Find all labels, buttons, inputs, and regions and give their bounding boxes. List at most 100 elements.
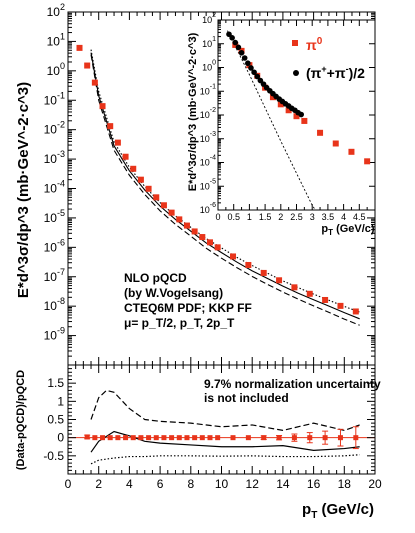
inset-y-tick-label: 101: [202, 36, 216, 49]
inset-pi0-point: [301, 117, 308, 124]
main-y-tick-label-exponent: -8: [57, 296, 65, 306]
inset-x-tick-label: 1: [247, 212, 252, 222]
ratio-data-point: [261, 435, 267, 441]
ratio-data-point: [230, 435, 236, 441]
main-data-point: [352, 308, 359, 315]
main-data-point: [153, 194, 160, 201]
inset-x-tick-label: 0.5: [227, 212, 240, 222]
x-tick-label: 18: [338, 477, 352, 491]
main-curve-dotted: [90, 49, 360, 313]
inset-y-tick-label: 10-1: [200, 83, 216, 96]
x-tick-label: 2: [95, 477, 102, 491]
inset-x-tick-label: 3.5: [322, 212, 335, 222]
ratio-y-axis-label: (Data-pQCD)/pQCD: [15, 370, 27, 470]
main-data-point: [145, 185, 152, 192]
main-data-point: [122, 153, 129, 160]
inset-pi0-point: [364, 158, 371, 165]
ratio-data-point: [153, 435, 159, 441]
inset-pipm-point: [251, 69, 257, 76]
main-y-tick-label: 101: [47, 31, 65, 48]
inset-pipm-point: [254, 73, 261, 80]
main-y-tick-label-exponent: -2: [57, 120, 65, 130]
x-axis-label: pT (GeV/c): [302, 501, 374, 521]
main-data-point: [168, 209, 175, 216]
main-y-tick-label: 102: [47, 2, 65, 19]
inset-x-axis-label: pT (GeV/c): [321, 223, 375, 237]
main-data-point: [176, 216, 183, 223]
x-tick-label: 16: [307, 477, 321, 491]
main-data-point: [76, 44, 83, 51]
inset-x-axis-label-unit: (GeV/c): [333, 223, 375, 235]
inset-x-tick-label: 4: [341, 212, 346, 222]
legend-end: )/2: [349, 65, 366, 81]
inset-pi0-point: [332, 140, 339, 147]
ratio-data-point: [307, 435, 313, 441]
inset-x-tick-label: 2: [278, 212, 283, 222]
inset-y-tick-label-exponent: -2: [210, 107, 216, 114]
inset-y-tick-label: 10-2: [200, 107, 216, 120]
main-data-point: [84, 62, 91, 69]
ratio-data-point: [192, 435, 198, 441]
ratio-y-tick-label: 0: [57, 431, 64, 445]
main-y-tick-label-exponent: 1: [60, 31, 65, 41]
inset-fit-curve: [227, 30, 316, 211]
legend-sup-minus: -: [346, 64, 349, 74]
main-data-point: [191, 228, 198, 235]
main-y-axis-label: E*d^3σ/dp^3 (mb·GeV^-2·c^3): [15, 82, 32, 298]
main-y-tick-label-exponent: -4: [57, 179, 65, 189]
ratio-y-tick-label: 1: [57, 394, 64, 408]
inset-pipm-point: [229, 35, 235, 41]
main-y-tick-label: 10-5: [44, 208, 65, 225]
ratio-data-point: [123, 435, 129, 441]
inset-y-tick-label: 10-4: [200, 155, 216, 168]
ratio-data-point: [245, 435, 251, 441]
ratio-data-point: [84, 434, 90, 440]
ratio-annotation-line: is not included: [204, 391, 289, 405]
ratio-y-tick-label: 0.5: [47, 413, 64, 427]
x-tick-label: 20: [368, 477, 382, 491]
x-tick-label: 8: [187, 477, 194, 491]
ratio-curve-dashed: [90, 389, 360, 432]
x-axis-label-subscript: T: [311, 510, 317, 521]
inset-y-tick-label-exponent: 2: [212, 12, 216, 19]
inset-pi0-point: [277, 101, 284, 108]
main-y-tick-label-exponent: 0: [60, 61, 65, 71]
main-data-point: [230, 253, 237, 260]
ratio-data-point: [199, 435, 205, 441]
ratio-data-point: [184, 435, 190, 441]
main-data-point: [107, 123, 114, 130]
ratio-curve-solid: [90, 430, 360, 453]
inset-y-tick-label: 100: [202, 60, 216, 73]
inset-pi0-point: [348, 148, 355, 155]
inset-x-tick-label: 1.5: [259, 212, 272, 222]
inset-y-tick-label-exponent: 0: [212, 60, 216, 67]
legend-label-pipm: (π++π-)/2: [306, 64, 365, 81]
main-data-point: [114, 139, 121, 146]
ratio-data-point: [146, 435, 152, 441]
x-tick-label: 14: [276, 477, 290, 491]
legend-sup-plus: +: [321, 64, 326, 74]
inset-x-tick-label: 4.5: [353, 212, 366, 222]
x-axis-label-unit: (GeV/c): [317, 501, 374, 518]
inset-pipm-point: [235, 44, 242, 51]
ratio-data-point: [215, 435, 221, 441]
ratio-data-point: [276, 435, 282, 441]
main-y-tick-label: 10-2: [44, 120, 65, 137]
x-tick-label: 4: [126, 477, 133, 491]
main-data-point: [276, 277, 283, 284]
inset-y-tick-label-exponent: -1: [210, 83, 216, 90]
x-tick-label: 10: [215, 477, 229, 491]
main-annotation-line: (by W.Vogelsang): [124, 286, 223, 300]
main-y-tick-label: 10-8: [44, 296, 65, 313]
main-data-point: [322, 296, 329, 303]
ratio-data-point: [291, 435, 297, 441]
inset-y-tick-label-exponent: -3: [210, 131, 216, 138]
x-tick-label: 6: [157, 477, 164, 491]
inset-y-tick-label-exponent: 1: [212, 36, 216, 43]
x-tick-label: 0: [65, 477, 72, 491]
inset-x-tick-label: 0: [215, 212, 220, 222]
inset-pipm-point: [248, 65, 254, 71]
inset-y-tick-label: 10-6: [200, 202, 216, 215]
